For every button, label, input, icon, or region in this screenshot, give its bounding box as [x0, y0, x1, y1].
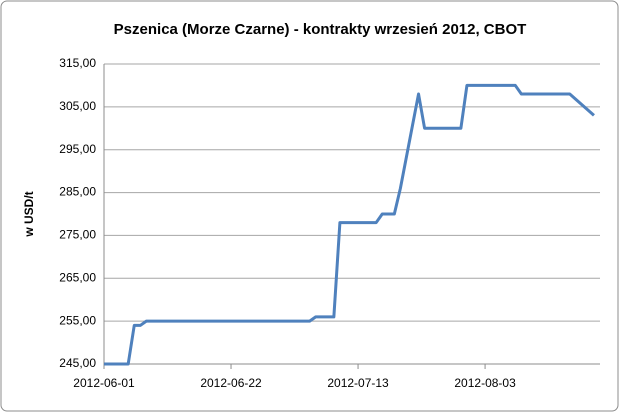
- data-line: [104, 83, 595, 366]
- y-tick-label: 265,00: [59, 270, 96, 284]
- x-tick-label: 2012-06-22: [200, 376, 262, 390]
- y-tick-label: 275,00: [59, 228, 96, 242]
- y-axis-label: w USD/t: [22, 191, 36, 237]
- x-tick-label: 2012-07-13: [327, 376, 389, 390]
- y-tick-label: 285,00: [59, 185, 96, 199]
- y-tick-label: 295,00: [59, 142, 96, 156]
- y-tick-label: 315,00: [59, 56, 96, 70]
- x-tick-label: 2012-06-01: [73, 376, 135, 390]
- x-tick-label: 2012-08-03: [454, 376, 516, 390]
- chart-title: Pszenica (Morze Czarne) - kontrakty wrze…: [114, 21, 527, 38]
- y-tick-label: 305,00: [59, 99, 96, 113]
- y-tick-label: 255,00: [59, 313, 96, 327]
- y-tick-label: 245,00: [59, 356, 96, 370]
